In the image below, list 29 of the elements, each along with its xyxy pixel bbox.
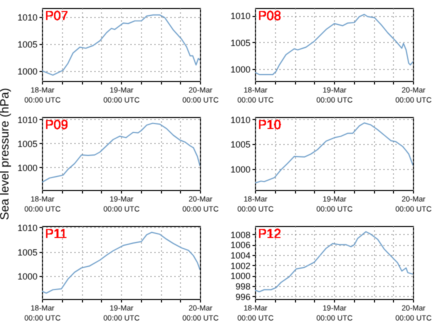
y-tick-label: 998 [235, 282, 250, 292]
y-tick-label: 1004 [230, 250, 250, 260]
y-tick-label: 1005 [17, 247, 38, 258]
y-axis-title: Sea level pressure (hPa) [0, 88, 12, 220]
y-tick-label: 1005 [17, 138, 38, 149]
y-tick-label: 1000 [230, 64, 250, 75]
chart-title: P07 [45, 8, 68, 23]
chart-title: P10 [258, 117, 282, 132]
y-tick-label: 1008 [230, 230, 250, 240]
y-tick-label: 1005 [230, 140, 250, 150]
y-tick-label: 1000 [230, 164, 250, 174]
y-tick-label: 1000 [17, 66, 38, 76]
y-tick-label: 1002 [230, 260, 250, 271]
y-tick-label: 1000 [230, 271, 250, 282]
y-tick-label: 1010 [230, 114, 250, 125]
y-tick-label: 1005 [230, 38, 250, 48]
chart-title: P08 [258, 8, 282, 23]
y-tick-label: 1005 [17, 39, 38, 50]
y-tick-label: 996 [235, 292, 250, 302]
y-tick-label: 1010 [17, 222, 38, 233]
chart-title: P11 [45, 226, 68, 241]
chart-title: P09 [45, 117, 68, 132]
y-tick-label: 1000 [17, 272, 38, 282]
chart-title: P12 [258, 226, 282, 241]
y-tick-label: 1000 [17, 162, 38, 173]
y-tick-label: 1010 [17, 12, 38, 23]
y-tick-label: 1006 [230, 240, 250, 250]
y-tick-label: 1010 [230, 11, 250, 22]
y-tick-label: 1010 [17, 114, 38, 125]
